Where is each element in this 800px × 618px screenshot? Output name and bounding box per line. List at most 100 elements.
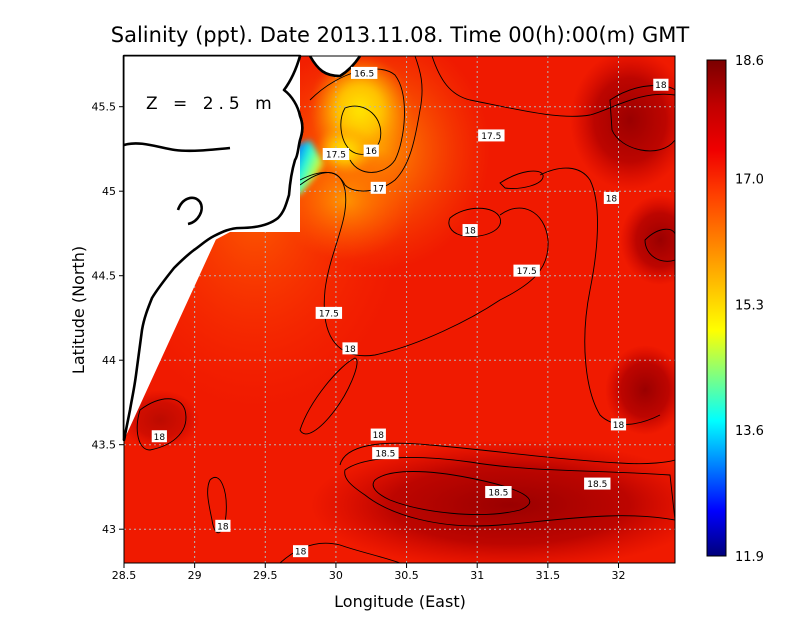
- y-tick-label: 45.5: [92, 101, 117, 114]
- depth-annotation: Z = 2.5 m: [146, 94, 277, 114]
- contour-label-text: 18: [655, 81, 667, 91]
- contour-label-text: 17.5: [326, 151, 346, 161]
- x-tick-label: 29: [188, 569, 202, 582]
- contour-labels: 16.5 18 17.5 16 17.5 17 18 18 17.5 17.5 18 18 18 18 18…: [151, 66, 669, 558]
- contour-label: 18: [293, 545, 309, 558]
- field-dark-south: [310, 440, 675, 563]
- contour-18-sw: [207, 477, 227, 533]
- contour-18-east: [644, 228, 675, 262]
- contour-label-text: 18.5: [587, 480, 607, 490]
- x-tick-label: 31.5: [536, 569, 561, 582]
- contour-label-box: [215, 519, 231, 532]
- contour-label: 18: [151, 430, 167, 443]
- contour-label-box: [370, 181, 386, 194]
- coastline-draw: [122, 55, 304, 441]
- contour-label: 17.5: [315, 306, 343, 319]
- contour-label-box: [363, 144, 379, 157]
- contour-label: 18: [603, 191, 620, 204]
- contour-label-text: 18: [217, 522, 229, 532]
- contour-label: 17.5: [478, 129, 505, 142]
- contour-label: 18: [370, 428, 386, 441]
- contour-label-box: [653, 78, 669, 91]
- y-tick-label: 43.5: [92, 439, 117, 452]
- contour-17-5-north: [431, 56, 675, 117]
- contour-18-center: [299, 357, 358, 435]
- y-axis-title: Latitude (North): [69, 246, 88, 374]
- field-dark-east2: [605, 345, 675, 435]
- field-dark-east: [620, 195, 675, 285]
- contour-label-text: 17.5: [481, 132, 501, 142]
- contour-18-south: [339, 442, 675, 466]
- field-dark-west: [124, 390, 200, 450]
- contour-label: 18: [462, 224, 478, 237]
- contour-label-text: 17: [373, 184, 384, 194]
- x-tick-label: 30.5: [394, 569, 419, 582]
- contour-label-text: 18: [464, 227, 476, 237]
- contour-label-box: [315, 306, 343, 319]
- x-tick-label: 29.5: [253, 569, 278, 582]
- contour-18-loop: [499, 170, 544, 189]
- contour-label: 17.5: [322, 148, 350, 161]
- contour-label-text: 18: [154, 433, 166, 443]
- contour-label-box: [584, 477, 611, 490]
- x-tick-label: 30: [329, 569, 343, 582]
- contour-label-box: [610, 418, 627, 431]
- contour-label-text: 18: [295, 548, 307, 558]
- contour-label-text: 17.5: [319, 309, 339, 319]
- contour-label-box: [322, 148, 350, 161]
- contour-label: 17.5: [513, 264, 540, 277]
- contour-label-box: [462, 224, 478, 237]
- contour-label-text: 18: [606, 194, 618, 204]
- contour-label-text: 16.5: [354, 69, 374, 79]
- chart-title: Salinity (ppt). Date 2013.11.08. Time 00…: [111, 23, 690, 47]
- y-tick-label: 44: [102, 354, 116, 367]
- y-tick-label: 44.5: [92, 270, 117, 283]
- contour-label-box: [478, 129, 505, 142]
- contour-18-5: [344, 457, 675, 527]
- contour-17: [299, 56, 423, 192]
- coastline-cape: [176, 196, 203, 226]
- y-axis-ticks: 43 43.5 44 44.5 45 45.5: [92, 101, 124, 536]
- contour-label-box: [370, 428, 386, 441]
- contour-label: 16.5: [350, 66, 378, 79]
- contour-label: 16: [363, 144, 379, 157]
- colorbar-tick-label: 15.3: [735, 298, 764, 313]
- contour-label-text: 18.5: [488, 489, 508, 499]
- contour-label: 18.5: [584, 477, 611, 490]
- contour-18-west: [136, 398, 187, 451]
- x-tick-label: 31: [470, 569, 484, 582]
- colorbar-tick-label: 18.6: [735, 54, 764, 69]
- contour-label: 17: [370, 181, 386, 194]
- contour-label-box: [342, 342, 358, 355]
- plot-frame: [123, 55, 676, 564]
- y-tick-label: 43: [102, 523, 116, 536]
- contour-label-box: [293, 545, 309, 558]
- contour-label-text: 18.5: [375, 450, 395, 460]
- salinity-field: [124, 56, 675, 563]
- contour-label-box: [372, 447, 399, 460]
- x-axis-title: Longitude (East): [334, 592, 466, 611]
- contour-label-text: 17.5: [517, 267, 537, 277]
- colorbar: [706, 59, 727, 557]
- contour-label-text: 18: [613, 421, 625, 431]
- contour-label: 18.5: [372, 447, 399, 460]
- contour-label-text: 18: [373, 431, 385, 441]
- contour-label-box: [485, 486, 512, 499]
- contour-label-box: [603, 191, 620, 204]
- contour-label-box: [513, 264, 540, 277]
- contour-label-text: 18: [344, 345, 356, 355]
- colorbar-tick-label: 17.0: [735, 172, 764, 187]
- x-tick-label: 32: [611, 569, 625, 582]
- coastline-delta-north: [308, 55, 362, 78]
- contour-17-5-plume: [299, 172, 549, 357]
- contour-label-box: [151, 430, 167, 443]
- contour-label: 18.5: [485, 486, 512, 499]
- coastline-dniester: [123, 142, 231, 153]
- contour-label-text: 16: [366, 147, 378, 157]
- x-tick-label: 28.5: [112, 569, 137, 582]
- y-tick-label: 45: [102, 185, 116, 198]
- colorbar-tick-label: 11.9: [735, 550, 764, 565]
- field-dark-ne: [570, 56, 675, 190]
- contour-18-mid: [448, 207, 501, 237]
